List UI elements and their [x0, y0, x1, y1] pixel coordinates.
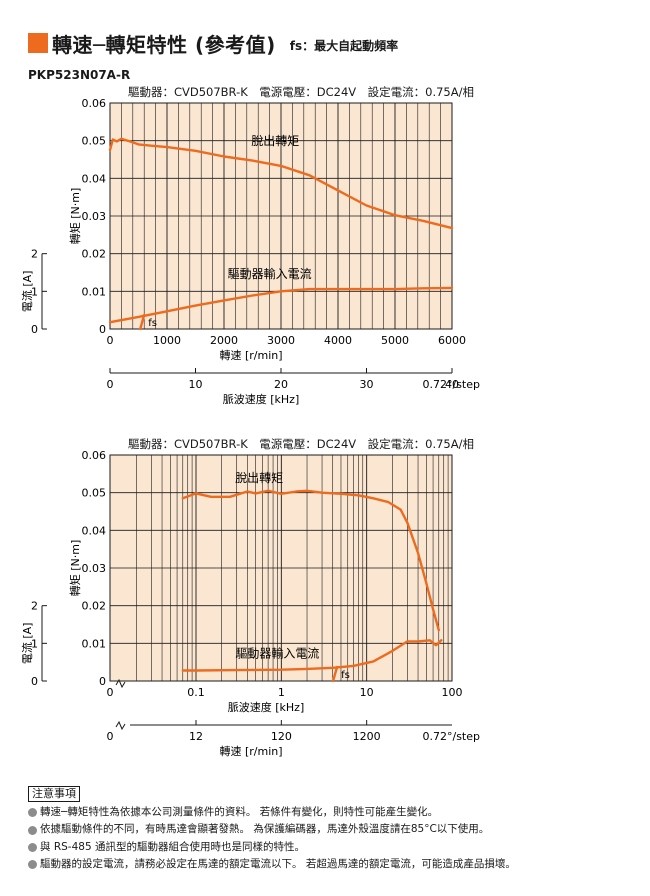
step-note: 0.72°/step	[423, 730, 481, 743]
y-tick-label: 0	[99, 323, 106, 336]
x-tick-label: 0	[107, 334, 114, 347]
bullet-icon	[28, 860, 37, 870]
axis-break-icon	[115, 678, 126, 689]
title-marker-icon	[28, 33, 48, 53]
y-tick-label: 0.02	[82, 248, 107, 261]
y-tick-label: 0.04	[82, 172, 107, 185]
series-label-input-current: 驅動器輸入電流	[228, 266, 312, 281]
note-text: 與 RS-485 通訊型的驅動器組合使用時也是同樣的特性。	[40, 840, 305, 853]
y-tick-label: 0	[99, 675, 106, 688]
y-tick-label: 0.03	[82, 210, 107, 223]
x-tick-label: 10	[360, 686, 374, 699]
notes-title: 注意事項	[28, 786, 80, 802]
current-tick-label: 1	[31, 285, 38, 298]
current-tick-label: 1	[31, 637, 38, 650]
y-tick-label: 0.04	[82, 524, 107, 537]
x-tick-label: 1	[278, 686, 285, 699]
current-tick-label: 0	[31, 323, 38, 336]
x2-axis-label: 轉速 [r/min]	[219, 745, 282, 758]
x-axis-label: 轉速 [r/min]	[219, 349, 282, 362]
bullet-icon	[28, 808, 37, 818]
x2-tick-label: 0	[107, 730, 114, 743]
note-text: 轉速─轉矩特性為依據本公司測量條件的資料。 若條件有變化，則特性可能產生變化。	[40, 806, 439, 818]
fs-marker	[331, 665, 339, 683]
x-tick-label: 4000	[324, 334, 352, 347]
y-tick-label: 0.03	[82, 562, 107, 575]
y-tick-label: 0.06	[82, 449, 107, 462]
page-header: 轉速─轉矩特性 (參考值) fs：最大自起動頻率	[28, 30, 399, 57]
x-tick-label: 5000	[381, 334, 409, 347]
y-tick-label: 0.01	[82, 637, 107, 650]
note-item: 轉速─轉矩特性為依據本公司測量條件的資料。 若條件有變化，則特性可能產生變化。	[28, 804, 516, 821]
series-label-pullout-torque: 脫出轉矩	[251, 133, 299, 148]
driver-info: 驅動器：CVD507BR-K 電源電壓：DC24V 設定電流：0.75A/相	[128, 437, 474, 451]
note-item: 與 RS-485 通訊型的驅動器組合使用時也是同樣的特性。	[28, 839, 516, 856]
y-tick-label: 0.06	[82, 97, 107, 110]
current-tick-label: 0	[31, 675, 38, 688]
x-tick-label: 0.1	[187, 686, 205, 699]
series-line-input-current	[181, 639, 443, 672]
x2-tick-label: 10	[189, 378, 203, 391]
bullet-icon	[28, 843, 37, 853]
bullet-icon	[28, 825, 37, 835]
step-note: 0.72°/step	[423, 378, 481, 391]
fs-label: fs	[341, 670, 350, 681]
chart-linear: 驅動器：CVD507BR-K 電源電壓：DC24V 設定電流：0.75A/相00…	[20, 85, 481, 406]
axis-break-icon	[115, 720, 126, 731]
notes-section: 注意事項 轉速─轉矩特性為依據本公司測量條件的資料。 若條件有變化，則特性可能產…	[28, 786, 516, 874]
x2-tick-label: 12	[189, 730, 203, 743]
x2-tick-label: 120	[271, 730, 292, 743]
page-title: 轉速─轉矩特性 (參考值)	[52, 32, 276, 57]
y-tick-label: 0.05	[82, 487, 107, 500]
series-line-input-current	[108, 286, 454, 324]
current-axis-label: 電流 [A]	[20, 271, 34, 313]
x-tick-label: 1000	[153, 334, 181, 347]
x2-tick-label: 0	[107, 378, 114, 391]
x-tick-label: 6000	[438, 334, 466, 347]
fs-definition: fs：最大自起動頻率	[289, 38, 399, 53]
current-tick-label: 2	[31, 600, 38, 613]
note-item: 驅動器的設定電流，請務必設定在馬達的額定電流以下。 若超過馬達的額定電流，可能造…	[28, 856, 516, 873]
model-number: PKP523N07A-R	[28, 68, 131, 82]
x-tick-label: 100	[442, 686, 463, 699]
x-tick-label: 3000	[267, 334, 295, 347]
note-item: 依據驅動條件的不同，有時馬達會顯著發熱。 為保護編碼器，馬達外殼溫度請在85°C…	[28, 821, 516, 838]
series-label-input-current: 驅動器輸入電流	[235, 646, 319, 661]
current-axis-label: 電流 [A]	[20, 623, 34, 665]
note-text: 驅動器的設定電流，請務必設定在馬達的額定電流以下。 若超過馬達的額定電流，可能造…	[40, 858, 516, 871]
y-tick-label: 0.02	[82, 600, 107, 613]
y-axis-label: 轉矩 [N·m]	[69, 188, 82, 245]
current-tick-label: 2	[31, 248, 38, 261]
y-tick-label: 0.01	[82, 285, 107, 298]
fs-label: fs	[148, 318, 157, 329]
y-tick-label: 0.05	[82, 135, 107, 148]
x-tick-label: 0	[107, 686, 114, 699]
x2-axis-label: 脈波速度 [kHz]	[223, 392, 300, 406]
driver-info: 驅動器：CVD507BR-K 電源電壓：DC24V 設定電流：0.75A/相	[128, 85, 474, 99]
x2-tick-label: 1200	[353, 730, 381, 743]
chart-log: 驅動器：CVD507BR-K 電源電壓：DC24V 設定電流：0.75A/相00…	[20, 437, 481, 758]
x2-tick-label: 30	[360, 378, 374, 391]
x-axis-label: 脈波速度 [kHz]	[228, 700, 305, 714]
series-label-pullout-torque: 脫出轉矩	[235, 470, 283, 485]
x2-tick-label: 20	[274, 378, 288, 391]
x-tick-label: 2000	[210, 334, 238, 347]
fs-marker	[138, 313, 146, 331]
y-axis-label: 轉矩 [N·m]	[69, 540, 82, 597]
x2-tick-label: 40	[445, 378, 459, 391]
series-line-pullout-torque	[108, 137, 454, 230]
series-line-pullout-torque	[181, 489, 440, 632]
note-text: 依據驅動條件的不同，有時馬達會顯著發熱。 為保護編碼器，馬達外殼溫度請在85°C…	[40, 823, 490, 836]
